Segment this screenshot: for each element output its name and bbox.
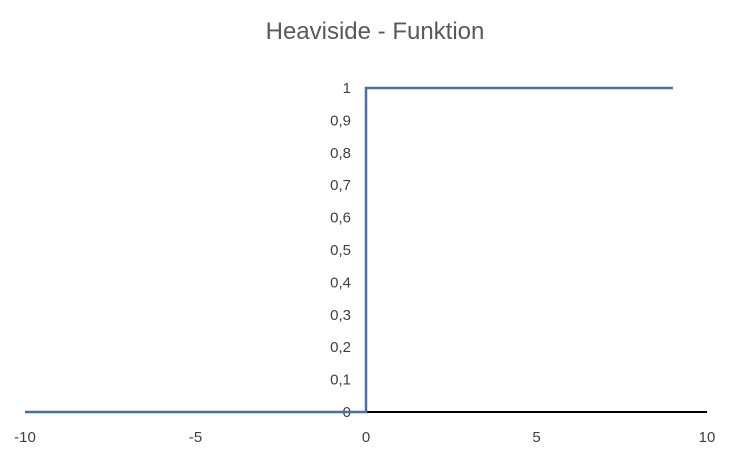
x-tick-label: 0 xyxy=(362,429,370,446)
y-tick-label: 0,6 xyxy=(330,210,351,227)
x-tick-label: 10 xyxy=(699,429,716,446)
chart-title: Heaviside - Funktion xyxy=(265,18,485,45)
x-tick-label: -10 xyxy=(14,429,36,446)
y-tick-label: 1 xyxy=(343,80,351,97)
y-tick-label: 0,8 xyxy=(330,145,351,162)
y-axis-tick-labels: 00,10,20,30,40,50,60,70,80,91 xyxy=(330,80,351,421)
y-tick-label: 0,7 xyxy=(330,177,351,194)
y-tick-label: 0,1 xyxy=(330,372,351,389)
series-line-0 xyxy=(25,86,673,414)
series-layer xyxy=(25,86,673,414)
x-axis-tick-labels: -10 -5 0 5 10 xyxy=(14,429,715,446)
y-tick-label: 0,3 xyxy=(330,307,351,324)
y-tick-label: 0,5 xyxy=(330,242,351,259)
x-tick-label: 5 xyxy=(532,429,540,446)
y-tick-label: 0,4 xyxy=(330,274,351,291)
y-tick-label: 0,2 xyxy=(330,339,351,356)
y-tick-label: 0,9 xyxy=(330,112,351,129)
x-tick-label: -5 xyxy=(189,429,202,446)
